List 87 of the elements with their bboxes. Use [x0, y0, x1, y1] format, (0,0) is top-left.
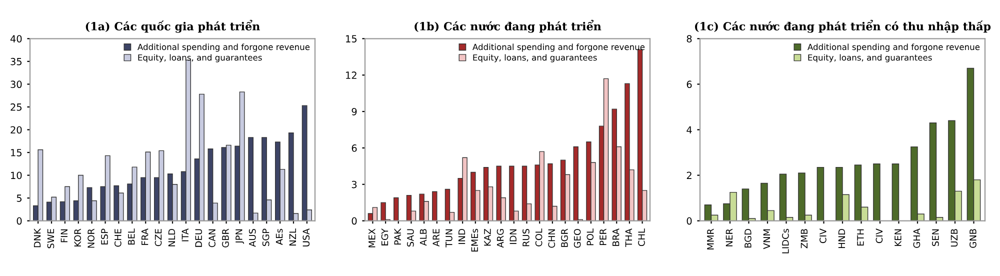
x-tick-label: UZB	[950, 229, 958, 246]
y-tick-label: 12	[346, 72, 356, 79]
x-tick-label: AUS	[248, 228, 256, 247]
x-tick-label: HND	[838, 228, 845, 248]
x-tick-label: AEs	[276, 228, 283, 245]
y-tick-label: 4	[686, 126, 692, 134]
x-tick-label: KAZ	[484, 228, 491, 246]
x-tick-label: ITA	[182, 228, 188, 242]
y-tick-label: 6	[686, 80, 692, 88]
y-tick-label: 40	[10, 35, 22, 42]
x-tick-label: FRA	[142, 228, 148, 245]
y-tick-label: 25	[10, 103, 22, 111]
x-tick-label: MMR	[707, 228, 714, 250]
x-tick-label: ALB	[420, 229, 427, 246]
y-tick-label: 9	[352, 108, 357, 116]
x-tick-label: BEL	[128, 228, 135, 244]
x-tick-label: KOR	[74, 228, 82, 246]
x-tick-label: CHN	[548, 229, 556, 248]
x-tick-label: KEN	[894, 229, 902, 246]
y-tick-label: 10	[11, 172, 22, 180]
x-tick-label: JPN	[236, 229, 244, 244]
legend-label: Additional spending and forgone revenue	[808, 44, 980, 52]
x-tick-label: POL	[586, 228, 594, 246]
x-tick-label: FIN	[60, 229, 68, 242]
x-tick-label: IND	[458, 228, 466, 244]
y-tick-label: 35	[10, 58, 22, 66]
x-tick-label: BRA	[612, 228, 620, 246]
x-tick-label: MEX	[368, 228, 376, 248]
x-tick-label: SEN	[932, 229, 939, 246]
y-tick-label: 8	[686, 35, 692, 42]
y-tick-label: 15	[11, 149, 22, 156]
legend-label: Equity, loans, and guarantees	[808, 54, 932, 62]
y-tick-label: 0	[16, 217, 22, 225]
x-tick-label: ARG	[496, 229, 504, 248]
x-tick-label: THA	[625, 228, 632, 247]
x-tick-label: VNM	[763, 229, 770, 250]
legend-label: Additional spending and forgone revenue	[472, 44, 645, 52]
x-tick-label: IDN	[510, 229, 516, 244]
x-tick-label: NZL	[289, 228, 296, 246]
x-tick-label: BGR	[561, 228, 568, 247]
y-tick-label: 15	[346, 35, 357, 42]
x-tick-label: TUN	[446, 229, 452, 248]
x-tick-label: RUS	[522, 228, 530, 246]
x-tick-label: ETH	[857, 229, 864, 246]
x-tick-label: ZMB	[800, 229, 808, 248]
x-tick-label: LIDCs	[782, 228, 789, 254]
x-tick-label: SAU	[407, 229, 414, 247]
x-tick-label: NOR	[88, 228, 94, 248]
x-tick-label: NLD	[168, 228, 175, 246]
y-tick-label: 6	[352, 144, 357, 152]
y-tick-label: 5	[16, 194, 22, 202]
y-tick-label: 3	[352, 180, 357, 188]
y-tick-label: 20	[10, 126, 22, 134]
y-tick-label: 2	[686, 172, 692, 179]
chart-title: (1c) Các nước đang phát triển có thu nhập thấp	[695, 20, 991, 33]
x-tick-label: CHL	[638, 228, 645, 246]
y-tick-label: 30	[10, 80, 22, 88]
x-tick-label: CAN	[208, 229, 216, 248]
x-tick-label: GHA	[913, 228, 920, 248]
x-tick-label: GNB	[970, 229, 976, 248]
x-tick-label: PAK	[394, 228, 401, 245]
x-tick-label: GBR	[222, 228, 229, 248]
x-tick-label: CIV	[820, 228, 826, 244]
x-tick-label: GEO	[574, 228, 581, 248]
x-tick-label: COL	[535, 228, 542, 246]
x-tick-label: ARE	[432, 229, 440, 247]
y-tick-label: 0	[686, 217, 692, 225]
legend-label: Equity, loans, and guarantees	[138, 54, 262, 62]
y-tick-label: 0	[352, 217, 357, 225]
x-tick-label: CIV	[876, 228, 883, 244]
legend-label: Equity, loans, and guarantees	[473, 54, 597, 62]
legend-label: Additional spending and forgone revenue	[138, 44, 310, 52]
x-tick-label: CZE	[154, 229, 162, 246]
x-tick-label: ESP	[101, 228, 108, 244]
chart-title: (1b) Các nước đang phát triển	[414, 20, 602, 33]
x-tick-label: BGD	[744, 228, 752, 248]
x-tick-label: DNK	[34, 228, 41, 248]
x-tick-label: CHE	[114, 229, 122, 247]
x-tick-label: PER	[600, 228, 606, 245]
x-tick-label: NER	[726, 228, 732, 246]
chart-title: (1a) Các quốc gia phát triển	[86, 20, 260, 33]
x-tick-label: USA	[302, 228, 310, 246]
x-tick-label: DEU	[195, 229, 202, 247]
x-tick-label: EMEs	[471, 228, 478, 252]
x-tick-label: EGY	[381, 228, 388, 246]
x-tick-label: SWE	[47, 229, 54, 248]
x-tick-label: SGP	[262, 228, 270, 246]
